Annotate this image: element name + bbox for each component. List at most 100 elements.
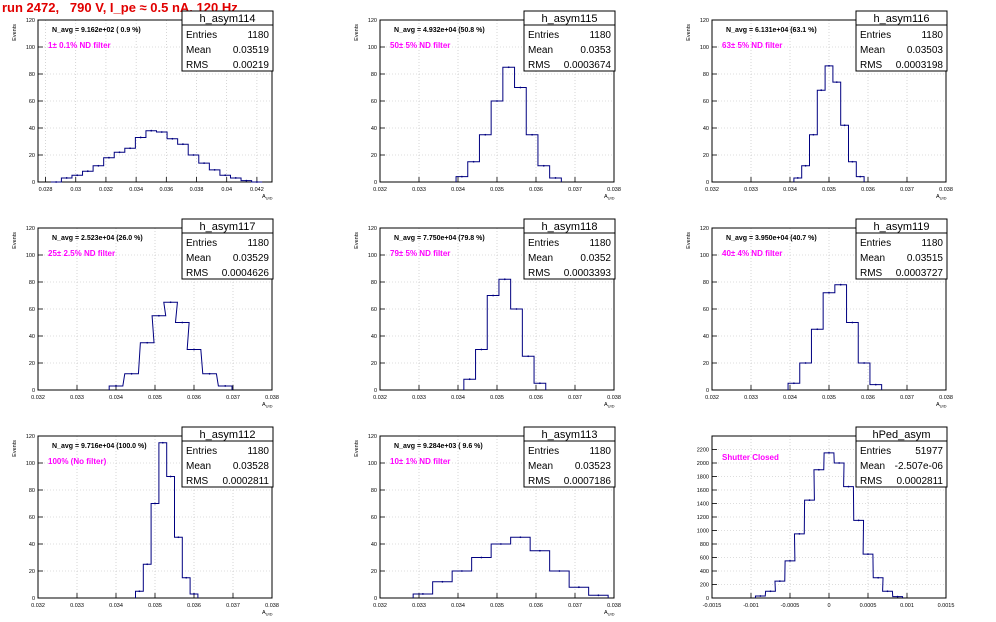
y-tick-label: 40	[29, 542, 35, 548]
histogram-bin	[150, 129, 153, 132]
histogram-bin	[55, 181, 58, 183]
x-tick-label: 0.035	[148, 395, 162, 401]
n-avg-label: N_avg = 3.950e+04 (40.7 %)	[726, 235, 817, 242]
stats-key: RMS	[528, 476, 551, 487]
stats-key: RMS	[528, 268, 551, 279]
histogram-bin	[65, 177, 68, 179]
filter-label: 100% (No filter)	[48, 457, 107, 466]
stats-key: Entries	[528, 446, 559, 457]
histogram-bin	[193, 593, 195, 595]
y-tick-label: 40	[29, 334, 35, 340]
y-tick-label: 20	[371, 153, 377, 159]
y-tick-label: 120	[700, 18, 709, 24]
y-tick-label: 800	[700, 542, 709, 548]
histogram-bin	[804, 362, 807, 364]
y-tick-label: 40	[371, 126, 377, 132]
x-tick-label: 0.032	[373, 395, 387, 401]
histogram-bin	[181, 321, 184, 324]
histogram-bin	[234, 177, 237, 179]
x-tick-label: 0.034	[451, 603, 465, 609]
stats-key: Mean	[528, 45, 553, 56]
y-tick-label: 120	[26, 434, 35, 440]
stats-title: h_asym114	[199, 13, 255, 25]
stats-value: 1180	[921, 238, 943, 249]
y-tick-label: 80	[29, 280, 35, 286]
stats-title: h_asym112	[199, 429, 255, 441]
histogram-bin	[769, 590, 772, 593]
stats-value: 0.03523	[575, 461, 612, 472]
histogram-bin	[789, 559, 791, 562]
stats-value: 1180	[247, 238, 269, 249]
y-tick-label: 80	[371, 280, 377, 286]
stats-key: Entries	[186, 30, 217, 41]
histogram-bin	[422, 593, 424, 595]
stats-key: RMS	[528, 60, 551, 71]
histogram-panel: -0.0015 -0.001 -0.0005 0 0.0005 0.001 0.0015 0 2…	[697, 426, 954, 609]
histogram-bin	[798, 532, 801, 535]
x-tick-label: 0.033	[744, 187, 758, 193]
histogram-bin	[500, 543, 502, 545]
x-tick-label: 0	[827, 603, 830, 609]
x-axis-label: AUID	[936, 194, 947, 201]
y-tick-label: 120	[368, 226, 377, 232]
histogram-bin	[158, 314, 160, 317]
histogram-bin	[480, 556, 483, 559]
histogram-bin	[539, 549, 541, 552]
y-axis-label: Events	[12, 440, 18, 457]
histogram-bin	[527, 355, 530, 358]
stats-key: Entries	[528, 238, 559, 249]
x-tick-label: 0.035	[148, 603, 162, 609]
stats-value: 0.0003727	[896, 268, 944, 279]
histogram-bin	[208, 372, 211, 375]
x-tick-label: -0.0015	[703, 603, 722, 609]
histogram-bin	[161, 441, 164, 444]
x-tick-label: 0.036	[159, 187, 173, 193]
histogram-bin	[129, 147, 131, 150]
filter-label: 40± 4% ND filter	[722, 249, 782, 258]
histogram-bin	[507, 66, 510, 69]
stats-value: 0.0352	[580, 253, 611, 264]
histogram-bin	[171, 137, 174, 140]
y-tick-label: 80	[29, 488, 35, 494]
filter-label: 50± 5% ND filter	[390, 41, 450, 50]
y-tick-label: 80	[29, 72, 35, 78]
y-tick-label: 0	[374, 388, 377, 394]
x-tick-label: 0.036	[529, 603, 543, 609]
stats-key: RMS	[186, 60, 209, 71]
y-tick-label: 40	[371, 542, 377, 548]
y-axis-label: Events	[354, 440, 360, 457]
histogram-bin	[97, 164, 100, 167]
histogram-bin	[146, 341, 149, 344]
histogram-panel: 0.032 0.033 0.034 0.035 0.036 0.037 0.038 0 20 40…	[354, 426, 621, 617]
x-tick-label: 0.034	[451, 395, 465, 401]
filter-label: 10± 1% ND filter	[390, 457, 450, 466]
x-tick-label: 0.036	[187, 395, 201, 401]
x-tick-label: 0.037	[568, 395, 582, 401]
stats-title: h_asym116	[873, 13, 929, 25]
y-tick-label: 600	[700, 556, 709, 562]
histogram-bin	[177, 536, 180, 539]
y-tick-label: 100	[700, 45, 709, 51]
histogram-panel: 0.032 0.033 0.034 0.035 0.036 0.037 0.038 0 20 40…	[686, 10, 953, 201]
x-tick-label: 0.035	[490, 603, 504, 609]
stats-key: Mean	[860, 253, 885, 264]
y-tick-label: 60	[29, 307, 35, 313]
histogram-bin	[182, 143, 184, 146]
stats-value: 51977	[915, 446, 943, 457]
histogram-bin	[759, 595, 762, 597]
stats-title: h_asym117	[199, 221, 255, 233]
stats-key: RMS	[860, 268, 883, 279]
x-axis-label: AUID	[604, 402, 615, 409]
y-tick-label: 120	[368, 434, 377, 440]
y-tick-label: 80	[371, 488, 377, 494]
histogram-bin	[118, 151, 121, 154]
histogram-bin	[139, 136, 142, 139]
histogram-bin	[578, 586, 580, 589]
stats-title: hPed_asym	[872, 429, 930, 441]
y-tick-label: 400	[700, 569, 709, 575]
histogram-bin	[169, 475, 172, 478]
histogram-bin	[812, 133, 815, 136]
histogram-bin	[115, 385, 117, 387]
histogram-bin	[554, 177, 557, 179]
